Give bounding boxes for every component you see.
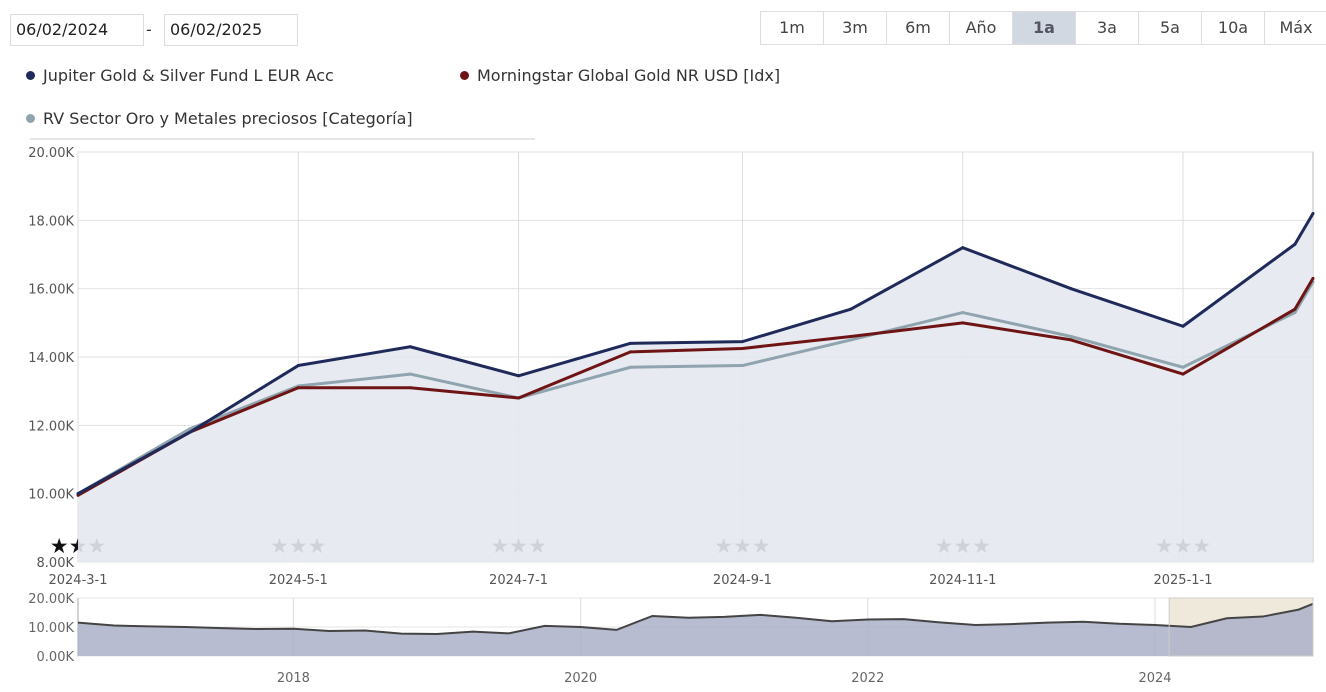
range-button-3m[interactable]: 3m bbox=[823, 12, 886, 44]
x-tick-label: 2024-5-1 bbox=[269, 573, 328, 588]
range-button-1a[interactable]: 1a bbox=[1012, 12, 1075, 44]
data-point bbox=[849, 335, 853, 338]
data-point bbox=[1069, 287, 1073, 291]
data-point bbox=[408, 386, 412, 390]
data-point bbox=[76, 492, 80, 496]
navigator-y-label: 10.00K bbox=[28, 621, 74, 636]
data-point bbox=[961, 321, 965, 325]
navigator-x-label: 2024 bbox=[1138, 671, 1171, 686]
data-point bbox=[408, 345, 412, 349]
end-date-input[interactable]: 06/02/2025 bbox=[164, 14, 298, 46]
navigator-y-label: 0.00K bbox=[37, 650, 75, 665]
legend-dot-icon bbox=[26, 71, 35, 80]
legend-item-fund[interactable]: Jupiter Gold & Silver Fund L EUR Acc bbox=[26, 66, 334, 85]
navigator-x-label: 2020 bbox=[564, 671, 597, 686]
data-point bbox=[629, 365, 632, 369]
range-button-5a[interactable]: 5a bbox=[1138, 12, 1201, 44]
data-point bbox=[1181, 324, 1185, 328]
y-tick-label: 18.00K bbox=[28, 214, 74, 229]
range-button-Máx[interactable]: Máx bbox=[1264, 12, 1326, 44]
navigator-series-area bbox=[78, 603, 1313, 656]
data-point bbox=[1311, 212, 1315, 215]
legend-label: RV Sector Oro y Metales preciosos [Categ… bbox=[43, 109, 413, 128]
date-separator: - bbox=[146, 20, 152, 39]
data-point bbox=[188, 427, 192, 431]
y-tick-label: 20.00K bbox=[28, 146, 74, 161]
data-point bbox=[629, 350, 632, 354]
x-tick-label: 2024-7-1 bbox=[489, 573, 548, 588]
navigator-y-label: 20.00K bbox=[28, 592, 74, 607]
x-tick-label: 2024-9-1 bbox=[713, 573, 772, 588]
y-tick-label: 12.00K bbox=[28, 419, 74, 434]
data-point bbox=[961, 246, 965, 250]
range-button-10a[interactable]: 10a bbox=[1201, 12, 1264, 44]
data-point bbox=[1311, 276, 1315, 280]
y-tick-label: 14.00K bbox=[28, 351, 74, 366]
data-point bbox=[1293, 242, 1297, 246]
legend-item-category[interactable]: RV Sector Oro y Metales preciosos [Categ… bbox=[26, 109, 413, 128]
navigator-selection-handle[interactable] bbox=[1168, 597, 1314, 657]
data-point bbox=[296, 364, 300, 368]
legend-dot-icon bbox=[26, 114, 35, 123]
data-point bbox=[849, 338, 853, 342]
data-point bbox=[1181, 365, 1185, 369]
range-button-1m[interactable]: 1m bbox=[779, 18, 805, 37]
navigator-x-label: 2022 bbox=[851, 671, 884, 686]
data-point bbox=[1293, 307, 1297, 311]
data-point bbox=[740, 364, 744, 368]
legend-item-index[interactable]: Morningstar Global Gold NR USD [Idx] bbox=[460, 66, 780, 85]
range-button-Año[interactable]: Año bbox=[949, 12, 1012, 44]
data-point bbox=[517, 374, 521, 378]
data-point bbox=[961, 311, 965, 315]
data-point bbox=[1181, 372, 1185, 376]
y-tick-label: 8.00K bbox=[37, 556, 75, 571]
data-point bbox=[296, 386, 300, 390]
data-point bbox=[188, 430, 192, 434]
data-point bbox=[408, 372, 412, 376]
x-tick-label: 2024-3-1 bbox=[48, 573, 107, 588]
navigator-x-label: 2018 bbox=[277, 671, 310, 686]
data-point bbox=[740, 340, 744, 344]
y-tick-label: 10.00K bbox=[28, 488, 74, 503]
start-date-input[interactable]: 06/02/2024 bbox=[10, 14, 144, 46]
range-button-3a[interactable]: 3a bbox=[1075, 12, 1138, 44]
legend-label: Morningstar Global Gold NR USD [Idx] bbox=[477, 66, 781, 85]
y-tick-label: 16.00K bbox=[28, 283, 74, 298]
legend-dot-icon bbox=[460, 71, 469, 80]
fund-area bbox=[78, 213, 1313, 562]
data-point bbox=[517, 396, 521, 400]
data-point bbox=[740, 346, 744, 350]
data-point bbox=[1293, 311, 1297, 315]
range-selector: 1m 3m 6m Año 1a 3a 5a 10a Máx bbox=[760, 11, 1326, 45]
data-point bbox=[1069, 335, 1073, 338]
data-point bbox=[629, 341, 632, 345]
x-tick-label: 2025-1-1 bbox=[1153, 573, 1212, 588]
data-point bbox=[849, 307, 853, 311]
navigator-series-line bbox=[77, 602, 1314, 635]
legend-label: Jupiter Gold & Silver Fund L EUR Acc bbox=[43, 66, 334, 85]
range-button-6m[interactable]: 6m bbox=[886, 12, 949, 44]
data-point bbox=[1069, 338, 1073, 342]
x-tick-label: 2024-11-1 bbox=[929, 573, 996, 588]
